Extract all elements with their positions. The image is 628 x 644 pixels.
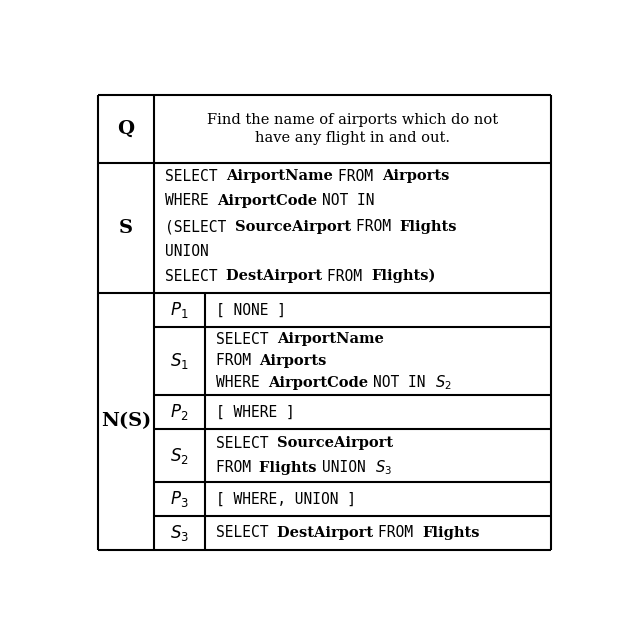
Text: SELECT: SELECT: [216, 436, 277, 451]
Text: $P_2$: $P_2$: [170, 402, 188, 422]
Text: $S_2$: $S_2$: [435, 374, 452, 392]
Text: Find the name of airports which do not
have any flight in and out.: Find the name of airports which do not h…: [207, 113, 498, 145]
Text: SourceAirport: SourceAirport: [235, 220, 356, 234]
Text: $S_2$: $S_2$: [170, 446, 189, 466]
Text: [ WHERE, UNION ]: [ WHERE, UNION ]: [216, 492, 355, 507]
Text: NOT IN: NOT IN: [374, 375, 435, 390]
Text: SELECT: SELECT: [165, 169, 226, 184]
Text: $S_3$: $S_3$: [170, 523, 189, 543]
Text: SELECT: SELECT: [216, 332, 277, 346]
Text: FROM: FROM: [216, 354, 259, 368]
Text: SELECT: SELECT: [216, 526, 277, 540]
Text: $S_1$: $S_1$: [170, 351, 189, 371]
Text: [ WHERE ]: [ WHERE ]: [216, 404, 295, 419]
Text: AirportName: AirportName: [277, 332, 384, 346]
Text: UNION: UNION: [165, 244, 208, 259]
Text: S: S: [119, 219, 133, 237]
Text: Q: Q: [117, 120, 134, 138]
Text: $S_3$: $S_3$: [375, 459, 391, 477]
Text: N(S): N(S): [101, 412, 151, 430]
Text: Airports: Airports: [382, 169, 449, 183]
Text: AirportCode: AirportCode: [217, 194, 322, 208]
Text: FROM: FROM: [378, 526, 422, 540]
Text: UNION: UNION: [322, 460, 375, 475]
Text: $P_3$: $P_3$: [170, 489, 189, 509]
Text: [ NONE ]: [ NONE ]: [216, 302, 286, 317]
Text: DestAirport: DestAirport: [226, 269, 327, 283]
Text: SELECT: SELECT: [165, 269, 226, 283]
Text: NOT IN: NOT IN: [322, 193, 375, 208]
Text: FROM: FROM: [327, 269, 371, 283]
Text: SourceAirport: SourceAirport: [277, 437, 393, 450]
Text: FROM: FROM: [338, 169, 382, 184]
Text: Flights: Flights: [399, 220, 457, 234]
Text: FROM: FROM: [356, 219, 399, 234]
Text: (SELECT: (SELECT: [165, 219, 235, 234]
Text: FROM: FROM: [216, 460, 259, 475]
Text: Flights: Flights: [259, 461, 322, 475]
Text: AirportCode: AirportCode: [268, 376, 374, 390]
Text: Flights: Flights: [422, 526, 480, 540]
Text: $P_1$: $P_1$: [170, 300, 188, 320]
Text: WHERE: WHERE: [165, 193, 217, 208]
Text: WHERE: WHERE: [216, 375, 268, 390]
Text: DestAirport: DestAirport: [277, 526, 378, 540]
Text: Flights): Flights): [371, 269, 435, 283]
Text: Airports: Airports: [259, 354, 327, 368]
Text: AirportName: AirportName: [226, 169, 338, 183]
